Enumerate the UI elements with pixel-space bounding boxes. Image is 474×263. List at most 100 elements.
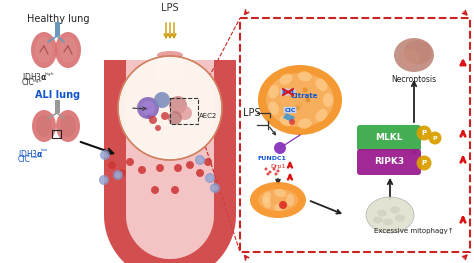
Circle shape	[108, 161, 116, 169]
Text: IDH: IDH	[282, 89, 294, 94]
Circle shape	[115, 172, 121, 178]
Ellipse shape	[250, 182, 306, 218]
Text: Necroptosis: Necroptosis	[392, 75, 437, 84]
Ellipse shape	[258, 189, 298, 211]
Text: CIC: CIC	[22, 78, 35, 87]
Ellipse shape	[390, 206, 400, 214]
Circle shape	[100, 150, 110, 160]
Ellipse shape	[32, 110, 56, 142]
Circle shape	[118, 169, 126, 177]
Text: Excessive mitophagy↑: Excessive mitophagy↑	[374, 228, 454, 234]
Circle shape	[141, 101, 155, 115]
Ellipse shape	[118, 56, 222, 160]
Text: IDH3$\mathbf{\alpha}$: IDH3$\mathbf{\alpha}$	[22, 71, 48, 82]
Circle shape	[126, 158, 134, 166]
Ellipse shape	[258, 65, 342, 135]
Ellipse shape	[55, 32, 81, 68]
Ellipse shape	[373, 216, 383, 224]
Text: LPS: LPS	[243, 108, 261, 118]
Bar	[104, 60, 126, 215]
Text: P: P	[433, 135, 438, 140]
Text: FUNDC1: FUNDC1	[257, 156, 286, 161]
Circle shape	[273, 168, 275, 170]
Circle shape	[205, 173, 215, 183]
Circle shape	[197, 157, 203, 163]
Circle shape	[210, 183, 220, 193]
Ellipse shape	[31, 32, 57, 68]
Circle shape	[138, 166, 146, 174]
Ellipse shape	[280, 115, 292, 126]
Circle shape	[204, 158, 212, 166]
Circle shape	[137, 97, 159, 119]
Ellipse shape	[268, 85, 279, 99]
Circle shape	[306, 98, 310, 103]
Ellipse shape	[404, 40, 432, 64]
Ellipse shape	[400, 49, 420, 67]
Ellipse shape	[35, 37, 53, 63]
Circle shape	[102, 152, 108, 158]
Ellipse shape	[280, 74, 292, 85]
Circle shape	[212, 185, 218, 191]
Ellipse shape	[316, 78, 328, 91]
Text: RIPK3: RIPK3	[374, 158, 404, 166]
Circle shape	[298, 103, 302, 108]
Circle shape	[186, 161, 194, 169]
Ellipse shape	[274, 189, 286, 197]
Circle shape	[101, 177, 107, 183]
Circle shape	[289, 119, 295, 125]
Ellipse shape	[298, 71, 312, 82]
Bar	[157, 55, 183, 80]
Ellipse shape	[266, 73, 334, 127]
Text: CIC: CIC	[284, 108, 296, 113]
Ellipse shape	[157, 51, 183, 59]
Circle shape	[290, 93, 294, 98]
Polygon shape	[104, 215, 236, 263]
Circle shape	[276, 169, 280, 173]
Circle shape	[279, 201, 287, 209]
Text: $^{\mathrm{low}}$: $^{\mathrm{low}}$	[40, 148, 48, 153]
Text: Citrate: Citrate	[290, 93, 318, 99]
Circle shape	[274, 142, 286, 154]
Text: $^{\mathrm{high}}$: $^{\mathrm{high}}$	[44, 71, 54, 78]
Circle shape	[178, 106, 192, 120]
Ellipse shape	[263, 196, 271, 208]
Circle shape	[195, 155, 205, 165]
Circle shape	[149, 116, 157, 124]
Ellipse shape	[316, 109, 328, 122]
Ellipse shape	[323, 93, 333, 107]
Ellipse shape	[59, 37, 77, 63]
Ellipse shape	[286, 194, 294, 206]
Circle shape	[417, 125, 431, 140]
Circle shape	[268, 170, 272, 174]
Circle shape	[196, 169, 204, 177]
Circle shape	[169, 96, 187, 114]
Ellipse shape	[263, 192, 271, 203]
Text: P: P	[421, 130, 427, 136]
Bar	[240, 18, 470, 252]
Bar	[55, 22, 60, 36]
Circle shape	[151, 186, 159, 194]
Ellipse shape	[268, 102, 279, 115]
Circle shape	[207, 175, 213, 181]
FancyBboxPatch shape	[357, 149, 421, 175]
Text: LPS: LPS	[161, 3, 179, 13]
Circle shape	[428, 132, 441, 144]
FancyBboxPatch shape	[357, 125, 421, 151]
Ellipse shape	[274, 203, 286, 211]
Text: MLKL: MLKL	[375, 134, 403, 143]
Bar	[55, 100, 60, 113]
Ellipse shape	[36, 115, 52, 137]
Circle shape	[264, 168, 267, 170]
Circle shape	[302, 88, 308, 93]
Circle shape	[154, 92, 170, 108]
Text: Healthy lung: Healthy lung	[27, 14, 89, 24]
Ellipse shape	[56, 110, 80, 142]
Ellipse shape	[377, 210, 387, 216]
Ellipse shape	[383, 219, 393, 225]
Text: AEC2: AEC2	[199, 113, 217, 119]
Text: Drp1: Drp1	[270, 164, 286, 169]
Text: CIC: CIC	[18, 155, 31, 164]
Ellipse shape	[394, 38, 434, 72]
Circle shape	[266, 173, 270, 175]
Circle shape	[417, 155, 431, 170]
